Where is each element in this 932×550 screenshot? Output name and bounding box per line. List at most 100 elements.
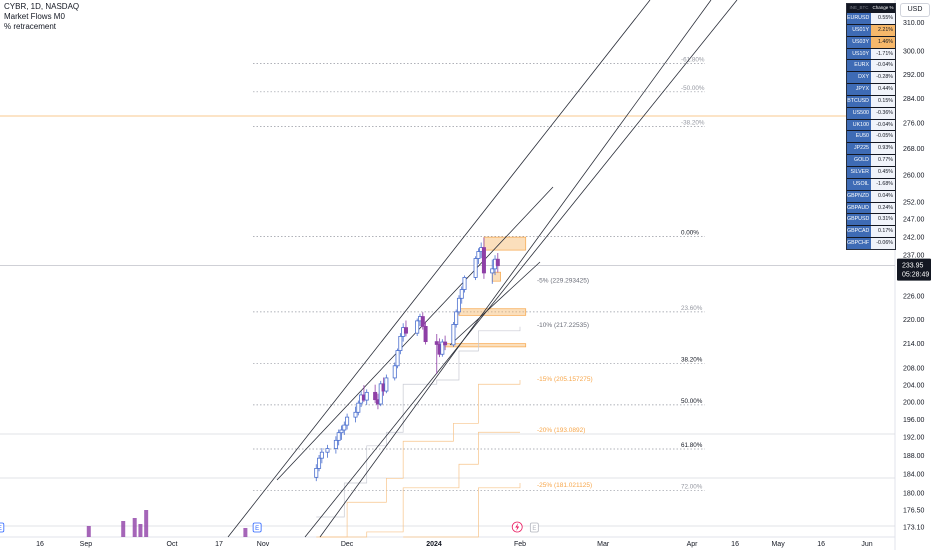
candle-body bbox=[476, 251, 481, 259]
time-tick-label: May bbox=[771, 541, 785, 548]
watchlist-row[interactable]: USOIL -1.68% bbox=[847, 177, 895, 190]
earnings-marker-letter: E bbox=[0, 526, 2, 532]
watchlist-row[interactable]: EU50 -0.05% bbox=[847, 130, 895, 143]
watchlist-symbol: GBPCHF bbox=[847, 238, 871, 249]
trend-channel-line bbox=[449, 261, 541, 346]
retracement-step-line bbox=[316, 380, 521, 538]
time-tick-label: Feb bbox=[514, 541, 526, 548]
indicator-name-2[interactable]: % retracement bbox=[4, 22, 57, 31]
retracement-step-line bbox=[403, 483, 521, 538]
last-price-value: 233.95 bbox=[902, 263, 924, 270]
watchlist-row[interactable]: US03Y 1.46% bbox=[847, 35, 895, 48]
candle-body bbox=[395, 350, 400, 367]
watchlist-row[interactable]: GBPCHF -0.06% bbox=[847, 237, 895, 249]
price-tick-label: 196.00 bbox=[903, 417, 925, 424]
zone-box bbox=[483, 236, 527, 251]
price-tick-label: 214.00 bbox=[903, 341, 925, 348]
candle-body bbox=[423, 326, 428, 343]
price-tick-label: 173.10 bbox=[903, 524, 925, 531]
watchlist-change: -0.04% bbox=[871, 119, 895, 131]
watchlist-symbol: DXY bbox=[847, 72, 871, 84]
trend-channel-line bbox=[276, 186, 554, 481]
watchlist-row[interactable]: BTCUSD 0.15% bbox=[847, 94, 895, 107]
watchlist-row[interactable]: SILVER 0.45% bbox=[847, 165, 895, 178]
candle-body bbox=[443, 341, 448, 346]
time-tick-label: 2024 bbox=[426, 541, 442, 548]
watchlist-row[interactable]: JP225 0.93% bbox=[847, 142, 895, 155]
retracement-label: -25% (181.021125) bbox=[537, 482, 592, 489]
history-candle bbox=[121, 521, 126, 537]
candle-body bbox=[495, 258, 500, 267]
watchlist-row[interactable]: US10Y -1.71% bbox=[847, 47, 895, 60]
watchlist-change: 0.44% bbox=[871, 84, 895, 95]
candle-body bbox=[356, 402, 361, 413]
watchlist-row[interactable]: GBPCAD 0.17% bbox=[847, 225, 895, 238]
watchlist-change: -1.68% bbox=[871, 178, 895, 190]
watchlist-row[interactable]: EURX -0.04% bbox=[847, 59, 895, 72]
price-tick-label: 242.00 bbox=[903, 234, 925, 241]
watchlist-row[interactable]: GBPAUD 0.24% bbox=[847, 201, 895, 214]
watchlist-symbol: SILVER bbox=[847, 166, 871, 178]
price-tick-label: 276.00 bbox=[903, 121, 925, 128]
candle-body bbox=[353, 411, 358, 418]
watchlist-change: -0.28% bbox=[871, 72, 895, 84]
candle-body bbox=[451, 324, 456, 346]
zone-box bbox=[444, 343, 527, 348]
zone-box bbox=[491, 271, 501, 282]
candle-body bbox=[384, 377, 389, 392]
candle-body bbox=[392, 365, 397, 379]
candle-body bbox=[339, 429, 344, 434]
watchlist-symbol: EURX bbox=[847, 60, 871, 72]
price-tick-label: 260.00 bbox=[903, 172, 925, 179]
watchlist-symbol: BTCUSD bbox=[847, 95, 871, 107]
candle-body bbox=[473, 258, 478, 278]
watchlist-row[interactable]: GBPNZD 0.04% bbox=[847, 189, 895, 202]
price-tick-label: 226.00 bbox=[903, 294, 925, 301]
retracement-label: -20% (193.0892) bbox=[537, 427, 585, 434]
watchlist-symbol: US10Y bbox=[847, 48, 871, 60]
time-tick-label: Mar bbox=[597, 541, 610, 548]
price-tick-label: 247.00 bbox=[903, 217, 925, 224]
trend-channel-line bbox=[319, 0, 712, 538]
time-tick-label: 16 bbox=[817, 541, 825, 548]
fib-level-label: -50.00% bbox=[681, 85, 705, 92]
candle-body bbox=[333, 439, 338, 449]
watchlist-symbol: EU50 bbox=[847, 131, 871, 143]
watchlist-row[interactable]: EURUSD 0.55% bbox=[847, 12, 895, 24]
fib-level-label: 72.00% bbox=[681, 484, 703, 491]
watchlist-symbol: GBPNZD bbox=[847, 190, 871, 202]
candle-body bbox=[490, 268, 495, 274]
earnings-marker-icon bbox=[0, 522, 5, 533]
watchlist-header: INE_BTC Change % bbox=[847, 4, 895, 12]
history-candle bbox=[138, 524, 143, 537]
watchlist-symbol: JP225 bbox=[847, 143, 871, 155]
watchlist-row[interactable]: GBPUSD 0.31% bbox=[847, 213, 895, 226]
time-tick-label: Jun bbox=[861, 541, 872, 548]
watchlist-symbol: UK100 bbox=[847, 119, 871, 131]
candle-body bbox=[317, 457, 322, 469]
watchlist-row[interactable]: GOLD 0.77% bbox=[847, 154, 895, 166]
time-tick-label: Oct bbox=[167, 541, 178, 548]
watchlist-header-symbol: INE_BTC bbox=[849, 5, 869, 10]
watchlist-row[interactable]: DXY -0.28% bbox=[847, 71, 895, 84]
indicator-name[interactable]: Market Flows M0 bbox=[4, 12, 65, 21]
watchlist-row[interactable]: US01Y 2.21% bbox=[847, 23, 895, 36]
candle-body bbox=[364, 391, 369, 401]
symbol-title[interactable]: CYBR, 1D, NASDAQ bbox=[4, 2, 80, 11]
candle-body bbox=[325, 448, 330, 453]
price-tick-label: 184.00 bbox=[903, 472, 925, 479]
currency-button[interactable]: USD bbox=[900, 3, 930, 17]
candle-body bbox=[420, 316, 425, 327]
watchlist-row[interactable]: JPYX 0.44% bbox=[847, 83, 895, 95]
watchlist-change: 0.17% bbox=[871, 226, 895, 238]
watchlist-row[interactable]: US500 -0.36% bbox=[847, 106, 895, 119]
watchlist-row[interactable]: UK100 -0.04% bbox=[847, 118, 895, 131]
watchlist-symbol: US01Y bbox=[847, 24, 871, 36]
history-candle bbox=[132, 518, 137, 537]
countdown-timer: 05:28:49 bbox=[902, 272, 929, 279]
fib-level-label: -61.80% bbox=[681, 57, 705, 64]
watchlist-symbol: US03Y bbox=[847, 36, 871, 48]
candle-body bbox=[398, 335, 403, 351]
candle-body bbox=[345, 416, 350, 426]
